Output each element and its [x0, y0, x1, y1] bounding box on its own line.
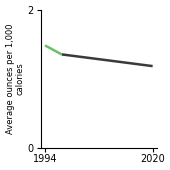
- Y-axis label: Average ounces per 1,000
calories: Average ounces per 1,000 calories: [6, 23, 25, 134]
